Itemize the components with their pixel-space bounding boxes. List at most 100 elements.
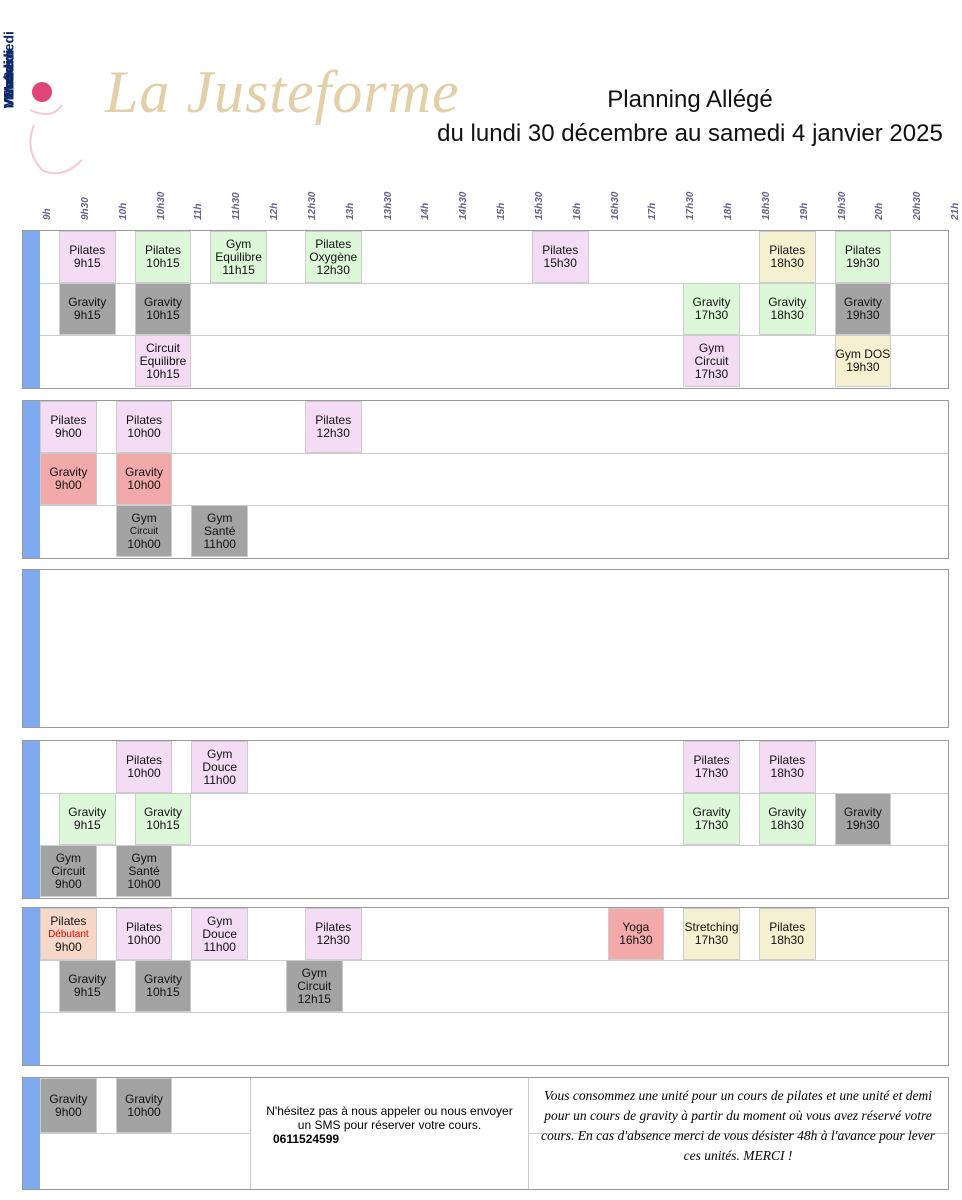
- class-text: 12h30: [316, 933, 350, 947]
- class-text: 9h00: [55, 478, 82, 492]
- class-text: Oxygène: [309, 249, 358, 264]
- class-text: 19h30: [846, 308, 880, 322]
- time-label: 14h: [420, 202, 432, 220]
- class-text: Pilates: [542, 243, 579, 257]
- class-text: Gravity: [768, 295, 807, 309]
- class-text: 15h30: [543, 256, 577, 270]
- class-text: Gym: [207, 746, 233, 761]
- class-text: 19h30: [846, 256, 880, 270]
- class-text: Yoga: [622, 920, 650, 934]
- title: Planning Allégé: [607, 86, 773, 113]
- class-text: Circuit: [129, 525, 159, 537]
- class-text: 16h30: [619, 933, 653, 947]
- time-label: 15h: [496, 202, 507, 220]
- class-box: Gym Equilibre 11h15: [210, 231, 267, 283]
- class-text: Circuit: [145, 340, 180, 355]
- class-box: Gym Douce 11h00: [191, 741, 249, 793]
- class-text: 10h15: [146, 985, 180, 999]
- class-text: 10h15: [146, 256, 180, 270]
- class-text: Equilibre: [139, 353, 187, 368]
- class-box: Gravity 9h15: [58, 793, 116, 845]
- class-box: Gravity 9h15: [58, 283, 116, 335]
- class-text: 10h15: [146, 366, 180, 381]
- class-box: Gravity 18h30: [758, 793, 816, 845]
- class-box: Pilates Débutant 9h00: [40, 908, 97, 960]
- class-text: Gravity: [68, 805, 107, 819]
- class-text: Gym Santé: [204, 510, 236, 538]
- row-separator: [40, 960, 948, 961]
- class-text: Douce: [202, 759, 238, 774]
- class-text: Gravity: [692, 295, 731, 309]
- class-text: 9h15: [73, 985, 101, 999]
- class-text: Stretching: [684, 920, 739, 934]
- class-box: Yoga 16h30: [607, 908, 665, 960]
- class-text: 9h00: [55, 426, 82, 440]
- class-text: 10h00: [127, 426, 161, 440]
- class-box: Gravity 19h30: [834, 793, 892, 845]
- class-text: Equilibre: [215, 249, 262, 264]
- class-text: 18h30: [770, 766, 804, 780]
- day-label: [23, 741, 40, 898]
- class-text: Gravity: [143, 972, 182, 986]
- class-box: Gravity 9h15: [58, 960, 116, 1012]
- time-label: 20h: [874, 202, 886, 220]
- class-text: Gravity: [143, 295, 182, 309]
- class-box: Gym DOS 19h30: [834, 335, 892, 387]
- class-box: Pilates 15h30: [531, 231, 589, 283]
- day-label: [23, 908, 40, 1065]
- class-text: 12h15: [297, 991, 331, 1006]
- class-text: 10h00: [127, 876, 161, 891]
- class-box: Gravity 17h30: [683, 283, 740, 335]
- class-text: Gym: [207, 913, 233, 928]
- class-box: Pilates 17h30: [683, 741, 740, 793]
- class-text: 9h15: [73, 818, 101, 832]
- day-label: [23, 570, 40, 727]
- class-text: Gym: [301, 965, 327, 980]
- class-text: 12h30: [316, 262, 350, 277]
- row-separator: [40, 283, 948, 284]
- class-box: Pilates 19h30: [834, 231, 892, 283]
- class-text: Gym: [225, 236, 252, 251]
- class-text: 10h15: [146, 308, 180, 322]
- class-text: Gravity: [125, 1091, 164, 1106]
- class-text: 18h30: [770, 308, 804, 322]
- day-label: [23, 1078, 40, 1189]
- class-text: Gravity: [68, 972, 107, 986]
- class-text: Gym DOS: [835, 347, 891, 361]
- class-box: Pilates 10h15: [134, 231, 192, 283]
- class-text: Douce: [202, 926, 238, 941]
- class-text: 9h15: [73, 256, 101, 270]
- subtitle: du lundi 30 décembre au samedi 4 janvier…: [437, 120, 943, 147]
- logo: La Justeforme: [105, 59, 460, 125]
- class-text: Gravity: [143, 805, 182, 819]
- class-text: Gravity: [68, 295, 107, 309]
- class-text: Gravity: [843, 295, 882, 309]
- row-separator: [40, 845, 948, 846]
- class-text: 18h30: [770, 818, 804, 832]
- time-label: 20h30: [912, 191, 924, 220]
- class-text: Pilates: [315, 920, 352, 934]
- class-text: 11h00: [203, 939, 236, 954]
- class-text: 18h30: [770, 933, 804, 947]
- notice: Vous consommez une unité pour un cours d…: [540, 1088, 936, 1163]
- time-label: 19h: [798, 202, 810, 220]
- time-label: 10h: [117, 202, 129, 220]
- class-box: Pilates 10h00: [115, 741, 173, 793]
- class-text: 9h00: [55, 939, 82, 954]
- class-text: 11h15: [222, 262, 255, 277]
- day-name: Samedi: [0, 30, 17, 81]
- class-text: Santé: [128, 863, 160, 878]
- class-box: Pilates 10h00: [115, 908, 173, 960]
- class-box: Pilates 18h30: [758, 741, 816, 793]
- class-text: 10h00: [127, 1104, 161, 1119]
- class-text: Pilates: [769, 920, 806, 934]
- time-label: 12h: [269, 202, 280, 220]
- class-box: Pilates 18h30: [758, 231, 816, 283]
- class-text: Gravity: [49, 1091, 88, 1106]
- class-text: Pilates: [126, 413, 163, 427]
- class-text: 17h30: [694, 308, 729, 322]
- time-label: 11h30: [231, 192, 243, 220]
- class-text: Gym: [55, 850, 82, 865]
- class-text: Pilates: [144, 243, 181, 257]
